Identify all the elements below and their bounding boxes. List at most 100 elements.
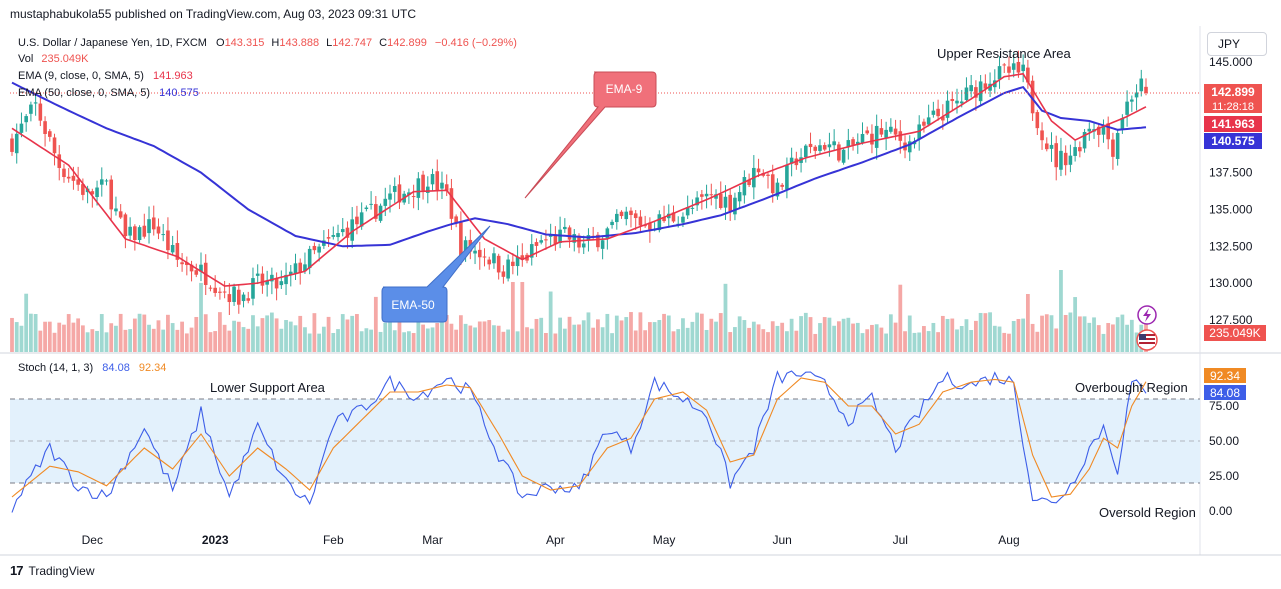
candle-body bbox=[340, 229, 345, 233]
candle-body bbox=[714, 194, 718, 199]
oversold-label: Oversold Region bbox=[1099, 505, 1196, 520]
volume-bar bbox=[629, 312, 633, 352]
candle-body bbox=[199, 264, 203, 272]
volume-bar bbox=[293, 325, 298, 352]
candle-body bbox=[884, 129, 888, 138]
volume-bar bbox=[1120, 314, 1125, 352]
volume-bar bbox=[548, 291, 553, 352]
volume-bar bbox=[1025, 294, 1030, 352]
stoch-legend: Stoch (14, 1, 3) 84.08 92.34 bbox=[18, 362, 166, 374]
candle-body bbox=[1096, 126, 1101, 135]
candle-body bbox=[544, 239, 548, 241]
candle-body bbox=[950, 99, 955, 102]
volume-bar bbox=[336, 329, 340, 352]
candle-body bbox=[482, 256, 487, 258]
volume-bar bbox=[397, 322, 402, 352]
volume-bar bbox=[345, 319, 350, 352]
candlesticks bbox=[10, 50, 1148, 315]
ema9-callout: EMA-9 bbox=[524, 71, 657, 199]
candle-body bbox=[577, 235, 581, 248]
candle-body bbox=[81, 184, 85, 195]
volume-bar bbox=[529, 328, 534, 352]
candle-body bbox=[1016, 61, 1021, 73]
volume-bar bbox=[189, 327, 194, 352]
volume-bar bbox=[874, 324, 879, 352]
currency-button[interactable]: JPY bbox=[1207, 32, 1267, 56]
candle-body bbox=[775, 182, 780, 197]
volume-bar bbox=[95, 330, 99, 352]
volume-bar bbox=[851, 323, 855, 352]
candle-body bbox=[421, 174, 425, 191]
us-flag-icon[interactable] bbox=[1136, 329, 1158, 351]
ema9-callout-label: EMA-9 bbox=[606, 82, 643, 96]
candle-body bbox=[808, 143, 813, 148]
candle-body bbox=[123, 214, 128, 237]
volume-bar bbox=[24, 293, 29, 352]
candle-body bbox=[926, 117, 931, 125]
candle-body bbox=[246, 298, 251, 301]
candle-body bbox=[95, 187, 99, 198]
candle-body bbox=[430, 174, 435, 185]
volume-bar bbox=[104, 332, 109, 352]
volume-bar bbox=[383, 322, 388, 352]
volume-bar bbox=[298, 315, 303, 352]
candle-body bbox=[364, 207, 369, 210]
candle-body bbox=[1125, 101, 1129, 115]
candle-body bbox=[147, 219, 151, 234]
candle-body bbox=[454, 216, 458, 223]
candle-body bbox=[822, 145, 827, 150]
stoch-k-tag-value: 84.08 bbox=[1210, 386, 1240, 400]
stoch-tick-label: 0.00 bbox=[1209, 504, 1233, 518]
volume-bar bbox=[1021, 318, 1026, 352]
volume-bar bbox=[884, 333, 889, 352]
volume-bar bbox=[718, 313, 723, 352]
candle-body bbox=[128, 226, 132, 236]
volume-bar bbox=[454, 329, 459, 352]
volume-bar bbox=[180, 321, 184, 352]
volume-bar bbox=[756, 324, 761, 352]
volume-bar bbox=[407, 331, 411, 352]
volume-bar bbox=[647, 322, 652, 352]
overbought-label: Overbought Region bbox=[1075, 380, 1188, 395]
volume-bar bbox=[14, 322, 19, 352]
candle-body bbox=[766, 174, 770, 176]
time-tick-label: Dec bbox=[82, 533, 103, 547]
lightning-icon[interactable] bbox=[1137, 305, 1157, 325]
tradingview-logo[interactable]: 17 TradingView bbox=[10, 563, 95, 578]
candle-body bbox=[369, 203, 373, 205]
volume-bar bbox=[903, 331, 907, 352]
volume-bar bbox=[789, 318, 794, 352]
candle-body bbox=[133, 226, 137, 241]
candle-body bbox=[90, 191, 95, 195]
candle-body bbox=[813, 146, 818, 151]
candle-body bbox=[638, 216, 643, 226]
candle-body bbox=[388, 193, 392, 200]
volume-bar bbox=[99, 314, 104, 352]
volume-bar bbox=[969, 329, 974, 352]
candle-body bbox=[1035, 112, 1040, 129]
volume-bar bbox=[1077, 316, 1082, 352]
volume-bar bbox=[1035, 331, 1040, 352]
ema50-callout: EMA-50 bbox=[381, 225, 491, 323]
candle-body bbox=[1106, 123, 1110, 140]
volume-bar bbox=[562, 328, 567, 352]
candle-body bbox=[397, 184, 402, 203]
candle-body bbox=[1049, 144, 1054, 149]
candle-body bbox=[279, 281, 284, 286]
candle-body bbox=[118, 211, 123, 218]
candle-body bbox=[48, 131, 52, 137]
volume-bar bbox=[1002, 332, 1007, 352]
volume-bar bbox=[539, 317, 544, 352]
candle-body bbox=[350, 219, 354, 241]
candle-body bbox=[1026, 67, 1030, 83]
candle-body bbox=[605, 228, 610, 239]
volume-bar bbox=[827, 317, 832, 352]
tradingview-logo-icon: 17 bbox=[10, 563, 24, 578]
volume-bar bbox=[818, 323, 822, 352]
volume-bar bbox=[1092, 317, 1096, 352]
volume-bar bbox=[232, 320, 236, 352]
candle-body bbox=[539, 240, 543, 243]
volume-bar bbox=[671, 331, 676, 352]
time-tick-label: Apr bbox=[546, 533, 565, 547]
bar-countdown: 11:28:18 bbox=[1212, 101, 1254, 113]
